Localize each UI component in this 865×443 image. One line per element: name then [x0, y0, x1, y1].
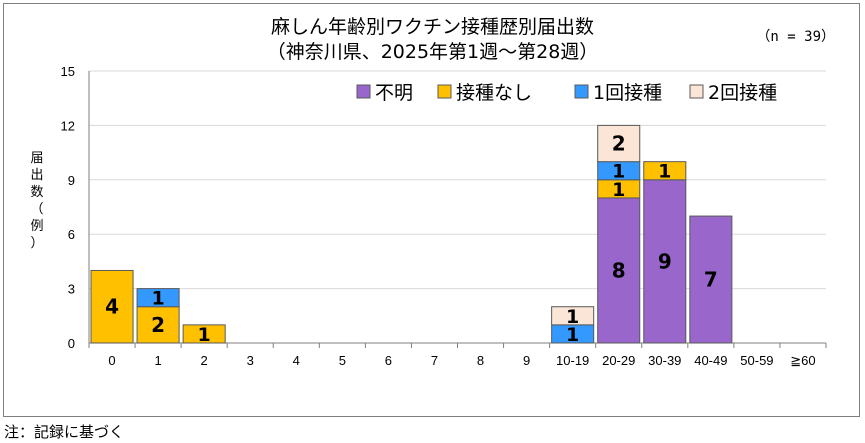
- legend-swatch: [689, 84, 704, 99]
- y-axis-label: 届出数（例）: [30, 151, 44, 251]
- chart-frame: [3, 3, 860, 417]
- x-tick-label: 30-39: [648, 353, 681, 368]
- legend-swatch: [356, 84, 371, 99]
- y-tick-label: 9: [68, 173, 75, 188]
- sample-size-label: （n = 39）: [756, 29, 835, 45]
- x-tick-label: 4: [293, 353, 300, 368]
- y-tick-label: 15: [61, 64, 75, 79]
- bar-segment: [136, 306, 180, 344]
- data-label: 1: [658, 161, 671, 183]
- x-tick-label: 1: [154, 353, 161, 368]
- x-tick-label: 40-49: [694, 353, 727, 368]
- bar-segment: [689, 215, 733, 344]
- bar-segment: [643, 161, 687, 181]
- legend-label: 2回接種: [708, 82, 777, 104]
- data-label: 8: [612, 258, 626, 282]
- chart-title: 麻しん年齢別ワクチン接種歴別届出数: [270, 16, 594, 38]
- x-tick-label: ≧60: [790, 353, 815, 368]
- data-label: 1: [612, 161, 625, 183]
- x-tick-label: 8: [477, 353, 484, 368]
- bar-segment: [136, 288, 180, 308]
- y-tick-label: 0: [68, 336, 75, 351]
- data-label: 1: [566, 324, 579, 346]
- data-label: 1: [151, 288, 164, 310]
- legend-swatch: [437, 84, 452, 99]
- x-tick-label: 0: [108, 353, 115, 368]
- chart-subtitle: （神奈川県、2025年第1週～第28週）: [266, 41, 599, 63]
- data-label: 2: [151, 313, 165, 337]
- data-label: 1: [198, 324, 211, 346]
- y-tick-label: 6: [68, 227, 75, 242]
- x-tick-label: 10-19: [556, 353, 589, 368]
- legend-label: 1回接種: [593, 82, 662, 104]
- x-tick-label: 9: [523, 353, 530, 368]
- x-tick-label: 5: [339, 353, 346, 368]
- x-tick-label: 6: [385, 353, 392, 368]
- bar-segment: [182, 324, 226, 344]
- legend-label: 接種なし: [456, 82, 532, 104]
- data-label: 9: [658, 249, 672, 273]
- bar-segment: [597, 124, 641, 163]
- bar-segment: [90, 269, 134, 344]
- x-tick-label: 3: [247, 353, 254, 368]
- legend-swatch: [574, 84, 589, 99]
- y-tick-label: 12: [61, 118, 75, 133]
- data-label: 1: [566, 306, 579, 328]
- x-tick-label: 7: [431, 353, 438, 368]
- y-tick-label: 3: [68, 282, 75, 297]
- x-tick-label: 2: [201, 353, 208, 368]
- bar-segment: [551, 306, 595, 326]
- data-label: 1: [612, 179, 625, 201]
- legend-label: 不明: [375, 82, 413, 104]
- x-tick-label: 50-59: [740, 353, 773, 368]
- data-label: 2: [612, 132, 626, 156]
- data-label: 4: [105, 295, 119, 319]
- data-label: 7: [704, 268, 718, 292]
- x-tick-label: 20-29: [602, 353, 635, 368]
- footnote: 注：記録に基づく: [4, 423, 125, 441]
